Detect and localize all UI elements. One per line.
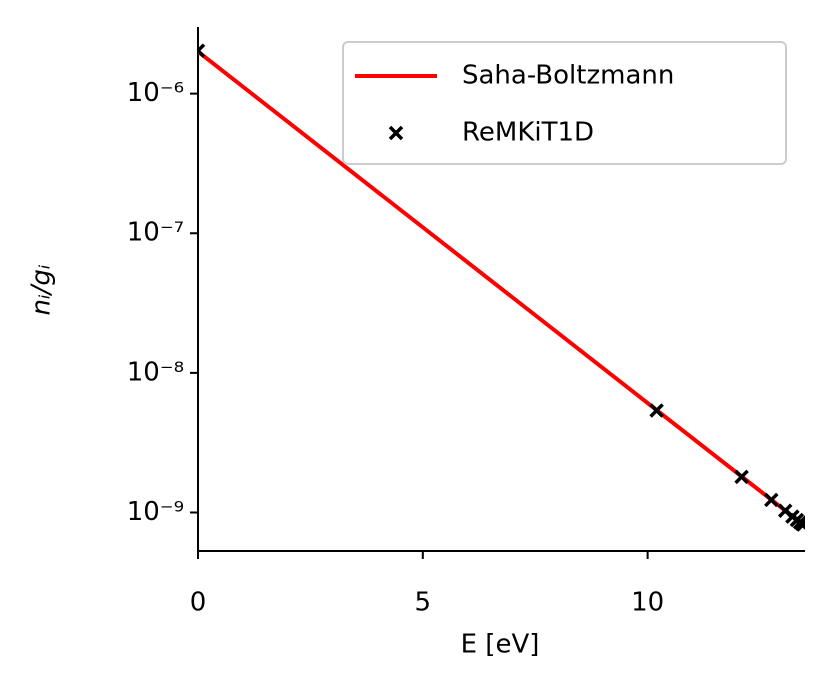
x-axis-label: E [eV]: [461, 630, 540, 660]
scatter-point: [734, 469, 749, 485]
x-tick-label: 10: [631, 588, 664, 618]
plot-area: [198, 43, 805, 532]
y-tick-label: 10⁻⁸: [127, 357, 184, 387]
legend-swatch: [388, 125, 404, 141]
scatter-point: [764, 492, 779, 508]
x-tick-label: 5: [415, 588, 432, 618]
y-tick-label: 10⁻⁹: [127, 497, 184, 527]
scatter-point: [198, 43, 206, 58]
x-tick-label: 0: [190, 588, 207, 618]
legend: [342, 41, 787, 165]
legend-label: ReMKiT1D: [462, 118, 594, 148]
scatter-point: [649, 403, 664, 418]
y-tick-label: 10⁻⁶: [127, 78, 184, 108]
scatter-point: [795, 517, 805, 532]
y-axis-label: nᵢ/gᵢ: [27, 264, 57, 315]
legend-label: Saha-Boltzmann: [462, 61, 674, 91]
line: [198, 50, 805, 528]
y-tick-label: 10⁻⁷: [127, 218, 184, 248]
